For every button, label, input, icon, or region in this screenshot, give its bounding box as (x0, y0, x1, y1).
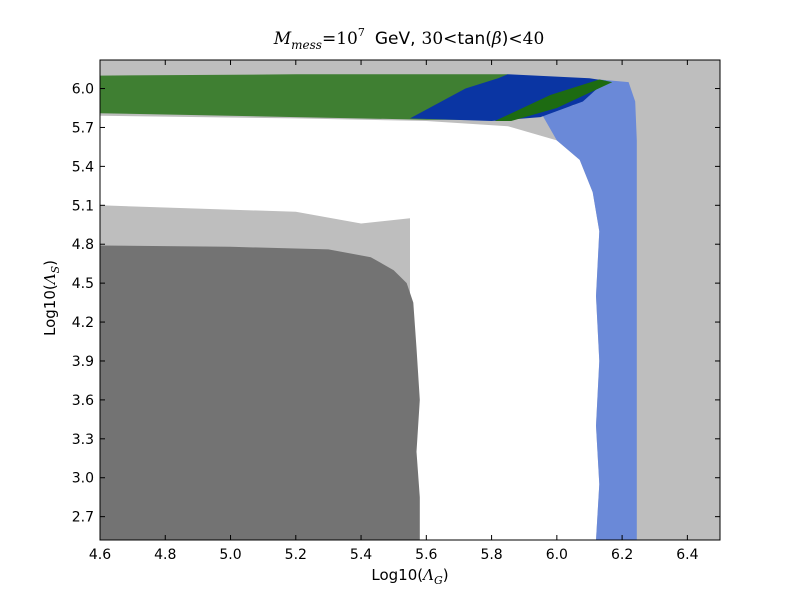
title-tan: tan( (457, 29, 492, 49)
title-close-paren: ) (502, 29, 509, 49)
y-axis-label-suffix: ) (41, 260, 59, 266)
x-tick-label: 5.0 (219, 547, 241, 563)
y-tick-label: 3.9 (72, 354, 94, 370)
x-tick-label: 6.4 (676, 547, 698, 563)
y-tick-label: 5.7 (72, 120, 94, 136)
y-tick-label: 5.4 (72, 159, 94, 175)
x-tick-label: 4.8 (154, 547, 176, 563)
x-axis-label: Log10(ΛG) (371, 566, 448, 587)
y-tick-label: 5.1 (72, 198, 94, 214)
y-axis-label-subscript: S (49, 265, 62, 273)
y-tick-label: 4.2 (72, 315, 94, 331)
title-m-subscript: mess (291, 38, 322, 52)
title-upper-bound: 40 (523, 29, 545, 49)
title-exponent: 7 (358, 26, 365, 39)
plot-frame (99, 59, 721, 541)
title-gev: GeV, (375, 29, 416, 49)
y-axis-label-prefix: Log10( (41, 284, 59, 336)
x-tick-label: 6.2 (611, 547, 633, 563)
x-axis-label-prefix: Log10( (371, 566, 423, 584)
title-ten: 10 (336, 29, 358, 49)
chart-title: Mmess=107 GeV, 30<tan(β)<40 (273, 26, 545, 52)
y-axis-label: Log10(ΛS) (41, 260, 62, 336)
y-tick-label: 3.0 (72, 471, 94, 487)
x-tick-label: 5.2 (285, 547, 307, 563)
green-band-upper (100, 74, 508, 120)
title-less-than-2: < (508, 29, 522, 49)
x-axis-label-symbol: Λ (421, 566, 434, 584)
y-tick-label: 2.7 (72, 510, 94, 526)
x-tick-label: 4.6 (89, 547, 111, 563)
dark-gray-region-lower-left (100, 245, 420, 540)
x-axis-label-subscript: G (434, 574, 443, 587)
title-m-symbol: M (273, 29, 292, 49)
dark-blue-band (410, 74, 606, 121)
title-lower-bound: 30 (422, 29, 444, 49)
title-beta: β (491, 29, 502, 49)
y-tick-label: 3.3 (72, 432, 94, 448)
regions-layer (100, 60, 720, 541)
y-tick-label: 3.6 (72, 393, 94, 409)
y-axis: 2.7 3.0 3.3 3.6 3.9 4.2 4.5 4.8 5.1 5.4 5.7 6.0 (72, 82, 720, 526)
title-less-than-1: < (443, 29, 457, 49)
light-blue-band (540, 79, 637, 540)
x-axis: 4.6 4.8 5.0 5.2 5.4 5.6 5.8 6.0 6.2 6.4 (89, 60, 699, 563)
dark-green-strip (494, 79, 613, 121)
y-tick-label: 4.8 (72, 237, 94, 253)
x-tick-label: 5.4 (350, 547, 372, 563)
y-tick-label: 4.5 (72, 276, 94, 292)
x-axis-label-suffix: ) (443, 566, 449, 584)
x-tick-label: 5.8 (480, 547, 502, 563)
x-tick-label: 6.0 (546, 547, 568, 563)
y-tick-label: 6.0 (72, 82, 94, 98)
y-axis-label-symbol: Λ (41, 273, 59, 286)
title-equals: = (322, 29, 336, 49)
x-tick-label: 5.6 (415, 547, 437, 563)
